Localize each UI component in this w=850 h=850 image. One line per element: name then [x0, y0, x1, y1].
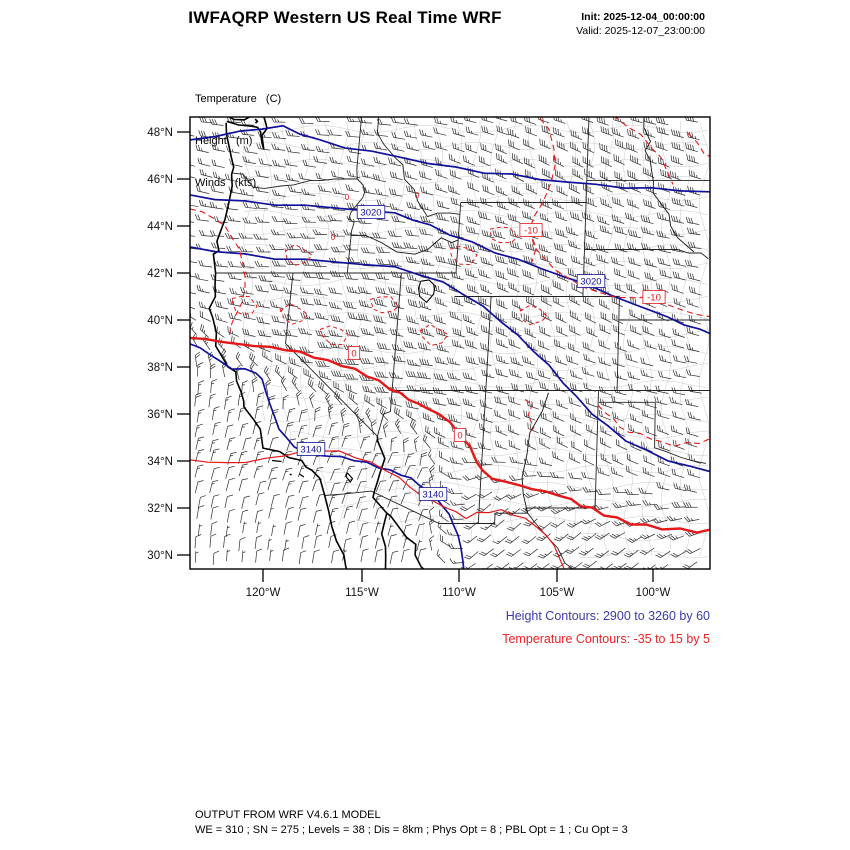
latitude-label: 44°N — [147, 221, 173, 233]
temperature-contour — [489, 226, 518, 244]
temperature-contour — [369, 296, 399, 314]
temperature-contour — [614, 117, 674, 185]
contour-label: -10 — [647, 293, 661, 304]
contour-label: 3020 — [360, 208, 381, 219]
height-contour-caption: Height Contours: 2900 to 3260 by 60 — [505, 609, 710, 623]
temperature-contour — [190, 208, 246, 337]
temperature-contour — [279, 303, 309, 325]
temperature-contour — [231, 295, 258, 315]
temperature-contour — [597, 405, 710, 448]
state-border — [527, 512, 574, 569]
contour-label-box — [296, 442, 326, 456]
state-border — [376, 390, 393, 437]
height-contour — [190, 246, 710, 473]
contour-label-box — [642, 290, 666, 304]
latitude-label: 32°N — [147, 503, 173, 515]
coastline — [226, 117, 268, 150]
lake-outline — [417, 279, 436, 304]
latitude-label: 48°N — [147, 127, 173, 139]
contour-label-box — [576, 274, 606, 288]
tiny-contour-label: 0 — [345, 193, 350, 202]
longitude-label: 115°W — [345, 587, 379, 599]
temperature-contour — [519, 304, 548, 326]
state-border — [584, 249, 709, 260]
height-contour — [190, 343, 465, 569]
coastline — [386, 512, 425, 569]
coastline — [254, 118, 259, 124]
island — [289, 473, 292, 476]
coastline — [380, 512, 388, 569]
legend-temperature: Temperature (C) — [195, 93, 282, 105]
page-title: IWFAQRP Western US Real Time WRF — [188, 8, 502, 27]
map-frame — [189, 116, 711, 570]
footer-model-line: OUTPUT FROM WRF V4.6.1 MODEL — [195, 809, 381, 821]
latitude-label: 36°N — [147, 409, 173, 421]
county-boundaries-layer — [242, 120, 709, 559]
state-border — [582, 117, 590, 297]
map-clip-group — [190, 117, 710, 569]
contour-labels-layer: 3020 3020 3140 3140 -10 -10 0 0 0 0 0 — [296, 191, 666, 501]
contour-label: 3140 — [300, 445, 321, 456]
tiny-contour-label: 0 — [331, 233, 336, 242]
latitude-label: 30°N — [147, 550, 173, 562]
state-border — [285, 272, 378, 437]
contour-label-box — [453, 428, 467, 442]
contour-label: 3020 — [580, 277, 601, 288]
longitude-label: 100°W — [636, 587, 671, 599]
latitude-label: 40°N — [147, 315, 173, 327]
state-border — [477, 390, 487, 524]
temperature-contour — [449, 245, 478, 266]
footer-config-line: WE = 310 ; SN = 275 ; Levels = 38 ; Dis … — [195, 824, 628, 836]
height-contour — [190, 124, 710, 193]
contour-label: -10 — [524, 226, 538, 237]
tiny-contour-label: 0 — [415, 191, 420, 200]
contour-label-box — [519, 223, 543, 237]
temperature-contour-caption: Temperature Contours: -35 to 15 by 5 — [502, 632, 710, 646]
valid-time: Valid: 2025-12-07_23:00:00 — [576, 25, 705, 37]
contour-label-box — [347, 346, 361, 360]
longitude-label: 110°W — [442, 587, 476, 599]
latitude-label: 34°N — [147, 456, 173, 468]
coastline — [372, 436, 388, 514]
temperature-contour — [190, 450, 565, 569]
island — [272, 459, 282, 463]
temperature-contour — [419, 323, 449, 347]
contour-label: 0 — [457, 431, 462, 442]
latitude-label: 38°N — [147, 362, 173, 374]
state-border — [616, 296, 620, 391]
wind-barbs-layer — [190, 117, 702, 569]
island — [299, 473, 305, 478]
latitude-label: 42°N — [147, 268, 173, 280]
river — [521, 392, 549, 514]
state-border — [376, 117, 460, 218]
contour-label-box — [356, 205, 386, 219]
temperature-contour — [531, 239, 537, 262]
contour-label: 0 — [351, 349, 356, 360]
state-border — [525, 390, 599, 512]
height-contour — [190, 194, 710, 335]
state-border — [231, 172, 358, 189]
model-info-footer: OUTPUT FROM WRF V4.6.1 MODEL WE = 310 ; … — [195, 808, 628, 838]
contour-label: 3140 — [422, 490, 443, 501]
run-times: Init: 2025-12-04_00:00:00 Valid: 2025-12… — [576, 10, 705, 38]
state-border — [324, 490, 528, 524]
latitude-label: 46°N — [147, 174, 173, 186]
init-time: Init: 2025-12-04_00:00:00 — [581, 11, 705, 23]
state-border — [654, 402, 706, 464]
river — [643, 117, 695, 253]
temperature-contour — [319, 325, 349, 346]
state-border — [391, 272, 402, 391]
legend-winds: Winds (kts) — [195, 177, 257, 189]
contour-label-box — [418, 487, 448, 501]
temperature-contour — [524, 399, 535, 435]
river — [350, 234, 459, 255]
longitude-label: 105°W — [540, 587, 575, 599]
temperature-contour — [284, 243, 313, 266]
state-border — [356, 117, 363, 180]
longitude-label: 120°W — [246, 587, 281, 599]
lake-outline — [345, 472, 354, 484]
